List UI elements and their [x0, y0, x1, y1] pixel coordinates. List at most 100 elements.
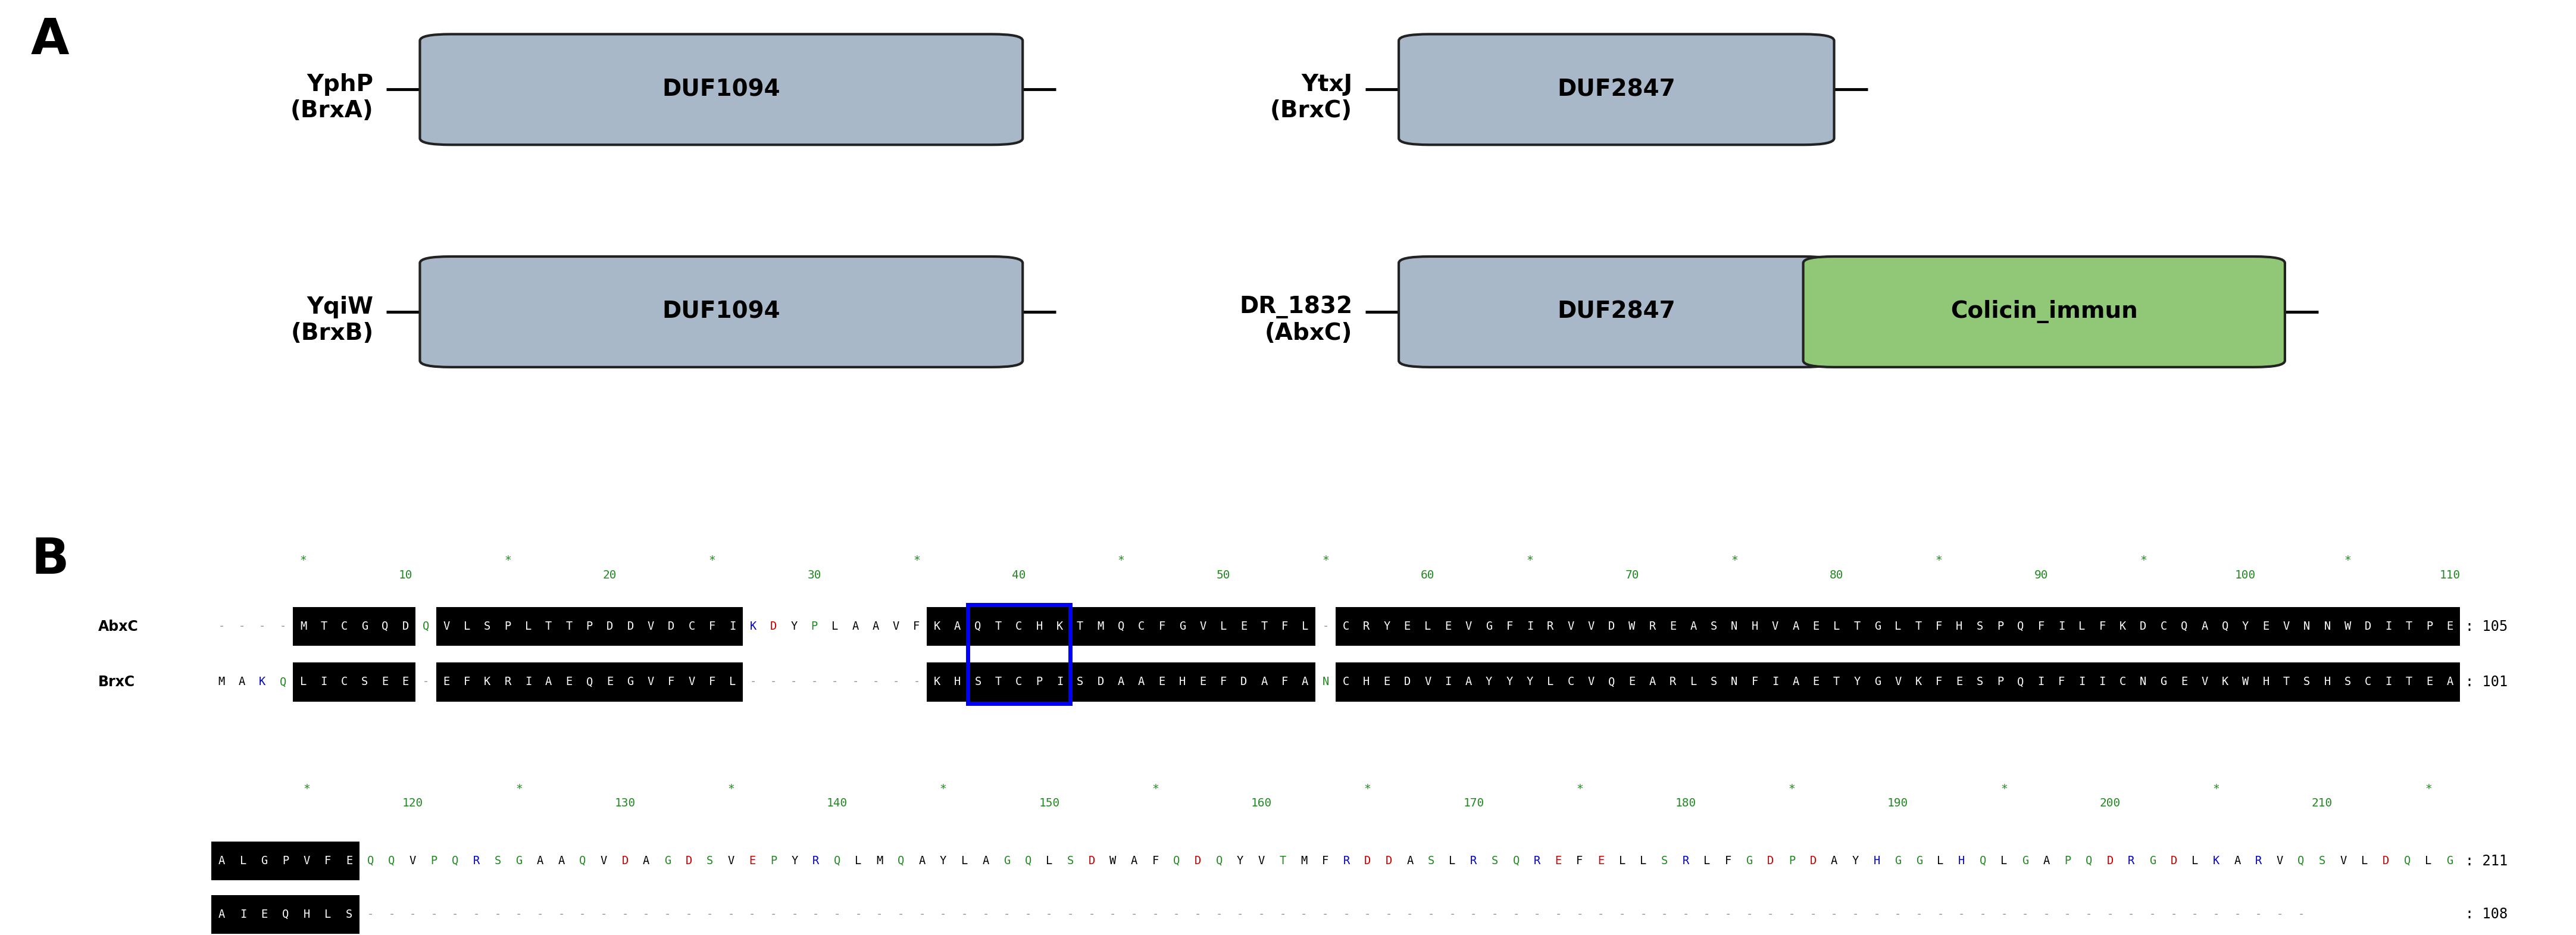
Text: -: - — [1873, 909, 1880, 920]
Text: Q: Q — [389, 856, 394, 867]
Bar — [2030, 607, 2050, 646]
Bar — [232, 895, 252, 934]
Text: AbxC: AbxC — [98, 619, 139, 634]
Text: K: K — [933, 621, 940, 632]
Bar — [2071, 607, 2092, 646]
Bar — [2336, 662, 2357, 701]
Text: F: F — [2099, 621, 2105, 632]
Text: Y: Y — [1528, 676, 1533, 687]
Text: -: - — [580, 909, 585, 920]
Text: F: F — [1935, 621, 1942, 632]
Bar — [2236, 607, 2257, 646]
Text: *: * — [940, 784, 945, 795]
Text: L: L — [2079, 621, 2084, 632]
Text: L: L — [855, 856, 860, 867]
Text: -: - — [1066, 909, 1074, 920]
Text: Q: Q — [896, 856, 904, 867]
Text: -: - — [410, 909, 417, 920]
Text: -: - — [1005, 909, 1010, 920]
Text: -: - — [1195, 909, 1200, 920]
Text: L: L — [1618, 856, 1625, 867]
Text: 30: 30 — [806, 569, 822, 581]
Text: V: V — [410, 856, 417, 867]
Text: C: C — [2120, 676, 2125, 687]
Text: H: H — [1955, 621, 1963, 632]
Bar — [1744, 607, 1765, 646]
Text: -: - — [2172, 909, 2177, 920]
Text: -: - — [422, 676, 430, 687]
Text: A: A — [1118, 676, 1123, 687]
Text: A: A — [546, 676, 551, 687]
Text: -: - — [559, 909, 564, 920]
Text: 120: 120 — [402, 798, 422, 809]
Bar — [1744, 662, 1765, 701]
Text: Y: Y — [1855, 676, 1860, 687]
Text: F: F — [1935, 676, 1942, 687]
Bar — [1213, 662, 1234, 701]
Text: F: F — [1507, 621, 1512, 632]
Bar — [294, 662, 314, 701]
Text: E: E — [1814, 676, 1819, 687]
Text: Colicin_immun: Colicin_immun — [1950, 300, 2138, 324]
Text: H: H — [2262, 676, 2269, 687]
Text: F: F — [1577, 856, 1584, 867]
Text: *: * — [2141, 555, 2146, 567]
Bar — [211, 842, 232, 881]
Text: C: C — [340, 676, 348, 687]
Text: H: H — [1873, 856, 1880, 867]
Text: H: H — [1180, 676, 1185, 687]
Text: T: T — [1855, 621, 1860, 632]
Text: V: V — [1587, 621, 1595, 632]
Text: V: V — [1425, 676, 1432, 687]
Text: *: * — [1788, 784, 1795, 795]
Text: E: E — [1239, 621, 1247, 632]
Bar — [232, 842, 252, 881]
Bar — [1826, 607, 1847, 646]
Text: A: A — [644, 856, 649, 867]
Bar — [1334, 662, 1355, 701]
Bar — [2357, 607, 2378, 646]
Text: -: - — [1618, 909, 1625, 920]
Text: D: D — [1195, 856, 1200, 867]
Text: G: G — [1875, 676, 1880, 687]
Text: D: D — [402, 621, 410, 632]
Bar — [927, 607, 948, 646]
Text: I: I — [2038, 676, 2045, 687]
Text: K: K — [1056, 621, 1064, 632]
Text: E: E — [1159, 676, 1164, 687]
Text: 210: 210 — [2311, 798, 2334, 809]
Text: YtxJ
(BrxC): YtxJ (BrxC) — [1270, 73, 1352, 122]
Text: H: H — [304, 909, 309, 920]
Text: A: A — [1131, 856, 1139, 867]
Text: K: K — [260, 676, 265, 687]
Bar — [1989, 662, 2009, 701]
Bar — [2298, 607, 2316, 646]
Text: Y: Y — [791, 856, 799, 867]
Bar — [1785, 662, 1806, 701]
Bar — [2133, 607, 2154, 646]
Text: -: - — [1597, 909, 1605, 920]
Text: A: A — [873, 621, 878, 632]
Bar — [1376, 607, 1396, 646]
Text: L: L — [2002, 856, 2007, 867]
Text: E: E — [1200, 676, 1206, 687]
Text: D: D — [2383, 856, 2388, 867]
Bar — [1847, 662, 1868, 701]
Text: V: V — [304, 856, 309, 867]
Text: -: - — [1448, 909, 1455, 920]
Text: G: G — [1747, 856, 1752, 867]
Bar — [1540, 662, 1561, 701]
Text: -: - — [1893, 909, 1901, 920]
Text: R: R — [2128, 856, 2136, 867]
Text: F: F — [914, 621, 920, 632]
Text: A: A — [219, 909, 224, 920]
Text: M: M — [1097, 621, 1105, 632]
Text: D: D — [1404, 676, 1412, 687]
Text: -: - — [366, 909, 374, 920]
Bar — [2009, 607, 2030, 646]
Text: Q: Q — [366, 856, 374, 867]
Text: *: * — [912, 555, 920, 567]
Text: Q: Q — [1512, 856, 1520, 867]
Text: F: F — [325, 856, 332, 867]
Text: -: - — [835, 909, 840, 920]
